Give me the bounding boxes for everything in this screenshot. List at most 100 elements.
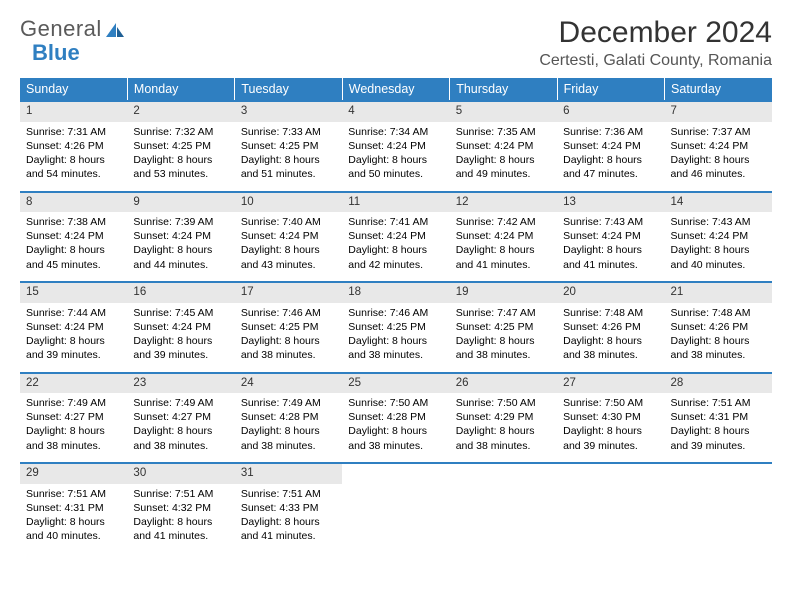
sunrise-text: Sunrise: 7:50 AM [456, 396, 551, 410]
day-data-cell: Sunrise: 7:49 AMSunset: 4:28 PMDaylight:… [235, 393, 342, 463]
col-tuesday: Tuesday [235, 78, 342, 101]
day-number-cell: 24 [235, 373, 342, 394]
daylight-text: and 40 minutes. [671, 258, 766, 272]
sunrise-text: Sunrise: 7:36 AM [563, 125, 658, 139]
sunrise-text: Sunrise: 7:43 AM [563, 215, 658, 229]
day-number-cell: 27 [557, 373, 664, 394]
daylight-text: Daylight: 8 hours [348, 334, 443, 348]
day-number-cell: 9 [127, 192, 234, 213]
sunset-text: Sunset: 4:26 PM [26, 139, 121, 153]
sunset-text: Sunset: 4:25 PM [348, 320, 443, 334]
daylight-text: Daylight: 8 hours [563, 334, 658, 348]
col-friday: Friday [557, 78, 664, 101]
day-data-cell: Sunrise: 7:51 AMSunset: 4:31 PMDaylight:… [20, 484, 127, 554]
data-row: Sunrise: 7:31 AMSunset: 4:26 PMDaylight:… [20, 122, 772, 192]
day-data-cell: Sunrise: 7:33 AMSunset: 4:25 PMDaylight:… [235, 122, 342, 192]
daylight-text: Daylight: 8 hours [241, 243, 336, 257]
header-area: General December 2024 Certesti, Galati C… [20, 16, 772, 72]
daylight-text: Daylight: 8 hours [26, 515, 121, 529]
day-data-cell [557, 484, 664, 554]
sunset-text: Sunset: 4:30 PM [563, 410, 658, 424]
daylight-text: Daylight: 8 hours [456, 153, 551, 167]
day-data-cell: Sunrise: 7:48 AMSunset: 4:26 PMDaylight:… [557, 303, 664, 373]
logo-sail-icon [104, 21, 126, 39]
daylight-text: and 38 minutes. [241, 439, 336, 453]
daylight-text: and 49 minutes. [456, 167, 551, 181]
daylight-text: and 45 minutes. [26, 258, 121, 272]
data-row: Sunrise: 7:51 AMSunset: 4:31 PMDaylight:… [20, 484, 772, 554]
day-number-cell: 28 [665, 373, 772, 394]
day-number-cell: 25 [342, 373, 449, 394]
sunset-text: Sunset: 4:24 PM [241, 229, 336, 243]
daylight-text: and 51 minutes. [241, 167, 336, 181]
day-number-cell: 22 [20, 373, 127, 394]
sunrise-text: Sunrise: 7:43 AM [671, 215, 766, 229]
day-data-cell: Sunrise: 7:34 AMSunset: 4:24 PMDaylight:… [342, 122, 449, 192]
daylight-text: Daylight: 8 hours [671, 424, 766, 438]
sunset-text: Sunset: 4:24 PM [26, 320, 121, 334]
daylight-text: Daylight: 8 hours [26, 153, 121, 167]
sunset-text: Sunset: 4:24 PM [563, 229, 658, 243]
daylight-text: and 41 minutes. [133, 529, 228, 543]
day-data-cell: Sunrise: 7:49 AMSunset: 4:27 PMDaylight:… [20, 393, 127, 463]
daylight-text: Daylight: 8 hours [133, 153, 228, 167]
sunset-text: Sunset: 4:27 PM [26, 410, 121, 424]
sunrise-text: Sunrise: 7:37 AM [671, 125, 766, 139]
daylight-text: Daylight: 8 hours [241, 424, 336, 438]
day-number-cell: 23 [127, 373, 234, 394]
sunset-text: Sunset: 4:24 PM [563, 139, 658, 153]
daylight-text: and 39 minutes. [563, 439, 658, 453]
day-data-cell [665, 484, 772, 554]
day-data-cell: Sunrise: 7:51 AMSunset: 4:32 PMDaylight:… [127, 484, 234, 554]
sunset-text: Sunset: 4:24 PM [26, 229, 121, 243]
daylight-text: and 38 minutes. [133, 439, 228, 453]
daynum-row: 15161718192021 [20, 282, 772, 303]
day-data-cell [450, 484, 557, 554]
day-number-cell: 19 [450, 282, 557, 303]
daylight-text: Daylight: 8 hours [133, 243, 228, 257]
day-number-cell: 4 [342, 101, 449, 122]
day-data-cell: Sunrise: 7:46 AMSunset: 4:25 PMDaylight:… [235, 303, 342, 373]
day-number-cell [665, 463, 772, 484]
page-title: December 2024 [539, 16, 772, 50]
daylight-text: Daylight: 8 hours [671, 334, 766, 348]
sunset-text: Sunset: 4:29 PM [456, 410, 551, 424]
day-number-cell: 3 [235, 101, 342, 122]
daylight-text: Daylight: 8 hours [456, 334, 551, 348]
sunrise-text: Sunrise: 7:51 AM [26, 487, 121, 501]
day-number-cell: 14 [665, 192, 772, 213]
day-number-cell: 1 [20, 101, 127, 122]
daylight-text: and 38 minutes. [241, 348, 336, 362]
sunrise-text: Sunrise: 7:51 AM [241, 487, 336, 501]
daylight-text: Daylight: 8 hours [348, 243, 443, 257]
daylight-text: and 39 minutes. [133, 348, 228, 362]
day-data-cell: Sunrise: 7:47 AMSunset: 4:25 PMDaylight:… [450, 303, 557, 373]
day-data-cell: Sunrise: 7:31 AMSunset: 4:26 PMDaylight:… [20, 122, 127, 192]
day-data-cell: Sunrise: 7:42 AMSunset: 4:24 PMDaylight:… [450, 212, 557, 282]
daylight-text: Daylight: 8 hours [563, 153, 658, 167]
sunset-text: Sunset: 4:31 PM [26, 501, 121, 515]
daylight-text: Daylight: 8 hours [456, 243, 551, 257]
daynum-row: 1234567 [20, 101, 772, 122]
sunrise-text: Sunrise: 7:32 AM [133, 125, 228, 139]
daylight-text: and 39 minutes. [26, 348, 121, 362]
day-number-cell: 29 [20, 463, 127, 484]
day-data-cell: Sunrise: 7:35 AMSunset: 4:24 PMDaylight:… [450, 122, 557, 192]
day-number-cell: 10 [235, 192, 342, 213]
daylight-text: and 38 minutes. [348, 348, 443, 362]
weekday-header-row: Sunday Monday Tuesday Wednesday Thursday… [20, 78, 772, 101]
sunrise-text: Sunrise: 7:40 AM [241, 215, 336, 229]
sunset-text: Sunset: 4:26 PM [563, 320, 658, 334]
day-number-cell: 12 [450, 192, 557, 213]
day-number-cell: 15 [20, 282, 127, 303]
calendar-body: 1234567Sunrise: 7:31 AMSunset: 4:26 PMDa… [20, 101, 772, 554]
daylight-text: Daylight: 8 hours [563, 424, 658, 438]
daylight-text: and 38 minutes. [671, 348, 766, 362]
sunset-text: Sunset: 4:24 PM [133, 320, 228, 334]
daylight-text: Daylight: 8 hours [671, 243, 766, 257]
sunrise-text: Sunrise: 7:41 AM [348, 215, 443, 229]
sunset-text: Sunset: 4:25 PM [241, 139, 336, 153]
data-row: Sunrise: 7:49 AMSunset: 4:27 PMDaylight:… [20, 393, 772, 463]
sunrise-text: Sunrise: 7:51 AM [671, 396, 766, 410]
daylight-text: Daylight: 8 hours [26, 424, 121, 438]
